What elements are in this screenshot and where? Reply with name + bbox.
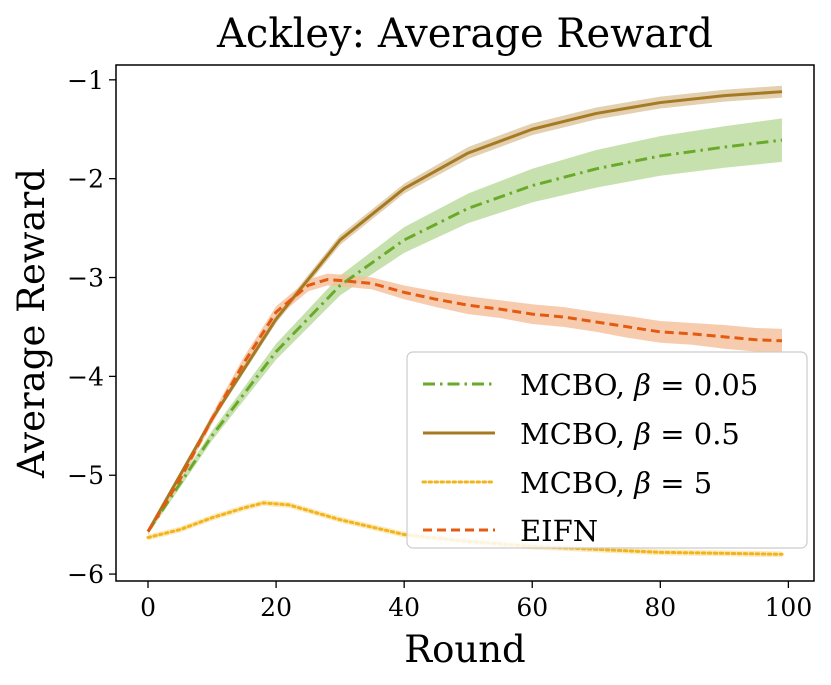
legend-label-3: EIFN [520, 514, 598, 548]
y-tick-label: −4 [67, 362, 104, 391]
x-tick-label: 20 [260, 593, 292, 622]
y-tick-label: −6 [67, 560, 104, 589]
series-line-2 [146, 501, 784, 556]
x-tick-label: 80 [644, 593, 676, 622]
confidence-band-2 [148, 499, 782, 558]
confidence-bands [148, 85, 782, 558]
y-tick-label: −2 [67, 165, 104, 194]
x-tick-label: 40 [388, 593, 420, 622]
plot-frame [115, 64, 815, 582]
x-tick-label: 0 [140, 593, 156, 622]
legend-label-2: MCBO, β = 5 [520, 466, 712, 500]
legend-label-1: MCBO, β = 0.5 [520, 417, 740, 451]
legend-box [406, 351, 808, 549]
series-line-3 [146, 278, 783, 533]
y-tick-label: −5 [67, 461, 104, 490]
confidence-band-0 [148, 118, 782, 535]
series-lines [146, 90, 784, 556]
chart-title: Ackley: Average Reward [216, 11, 713, 57]
y-tick-label: −1 [67, 66, 104, 95]
legend-label-0: MCBO, β = 0.05 [520, 368, 758, 402]
legend: MCBO, β = 0.05 MCBO, β = 0.5 MCBO, β = 5 EI… [406, 351, 808, 549]
y-axis-label: Average Reward [10, 168, 53, 479]
x-tick-label: 60 [516, 593, 548, 622]
x-axis-ticks: 0 20 40 60 80 100 [140, 581, 812, 622]
y-axis-ticks: −6 −5 −4 −3 −2 −1 [67, 66, 116, 589]
series-line-1 [146, 90, 783, 533]
x-axis-label: Round [404, 628, 525, 671]
y-tick-label: −3 [67, 264, 104, 293]
x-tick-label: 100 [765, 593, 813, 622]
